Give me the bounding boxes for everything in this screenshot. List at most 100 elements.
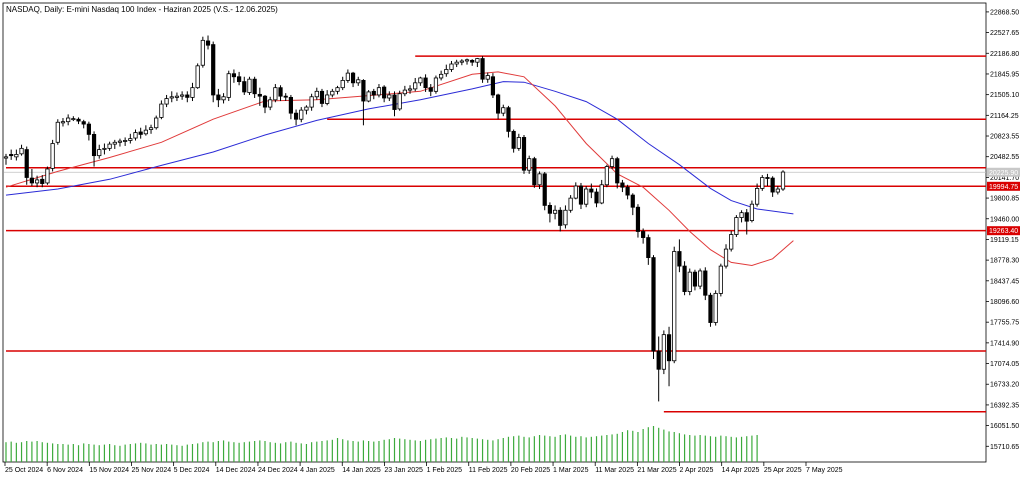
candle-bear (692, 271, 698, 287)
candle-bull (516, 137, 521, 149)
candle-bull (584, 188, 589, 205)
candle-bull (609, 158, 615, 167)
x-tick-label: 1 Mar 2025 (553, 467, 589, 474)
candle-bear (91, 134, 97, 157)
y-tick-label: 18778.30 (990, 258, 1019, 265)
candle-bull (718, 265, 723, 294)
candle-bear (708, 294, 713, 323)
y-tick-label: 19800.85 (990, 196, 1019, 203)
candle-bull (755, 188, 760, 205)
y-tick-label: 21164.25 (990, 113, 1019, 120)
candle-bear (765, 177, 770, 179)
candle-bull (128, 138, 133, 141)
candle-bull (19, 147, 24, 155)
x-tick-label: 2 Apr 2025 (680, 467, 714, 474)
candle-bull (299, 109, 304, 120)
x-tick-label: 11 Feb 2025 (469, 467, 508, 474)
candle-bear (185, 94, 190, 98)
y-tick-label: 22527.65 (990, 30, 1019, 37)
candle-bull (3, 156, 9, 159)
candle-bull (133, 132, 138, 139)
y-tick-label: 16392.35 (990, 402, 1019, 409)
candle-bear (361, 79, 366, 102)
candle-bull (464, 59, 470, 62)
x-tick-label: 20 Feb 2025 (511, 467, 550, 474)
candle-bear (257, 93, 262, 97)
candle-bear (651, 257, 656, 352)
y-tick-label: 16733.20 (990, 382, 1019, 389)
candle-bear (392, 94, 397, 110)
time-axis: 25 Oct 2024 6 Nov 2024 15 Nov 2024 25 Nov 2… (4, 462, 843, 474)
candle-bull (444, 69, 449, 75)
candle-bear (216, 94, 221, 101)
candle-bull (340, 79, 345, 89)
candle-bull (552, 209, 558, 214)
candle-bull (174, 95, 180, 98)
candle-bear (511, 130, 516, 149)
candle-bull (698, 270, 703, 287)
price-tags: 20225.90 19994.75 19263.40 (987, 167, 1020, 236)
candle-bull (45, 168, 50, 184)
y-tick-label: 18096.60 (990, 299, 1019, 306)
candle-bull (527, 158, 532, 171)
x-tick-label: 15 Nov 2024 (89, 467, 129, 474)
x-tick-label: 6 Nov 2024 (47, 467, 83, 474)
price-tag-box (987, 167, 1020, 177)
candle-bull (366, 91, 371, 102)
y-tick-label: 17414.90 (990, 340, 1019, 347)
candle-bull (34, 179, 40, 184)
candle-bull (112, 141, 117, 145)
candle-bear (81, 121, 86, 125)
candle-bull (102, 147, 107, 150)
y-tick-label: 15710.65 (990, 444, 1019, 451)
x-tick-label: 1 Feb 2025 (427, 467, 463, 474)
candle-bear (319, 90, 325, 104)
candle-bull (55, 121, 60, 143)
candle-bear (40, 178, 45, 184)
ma-fast-line (5, 71, 794, 267)
y-tick-label: 20141.70 (990, 175, 1019, 182)
candle-bear (521, 137, 527, 171)
candle-bull (729, 234, 734, 250)
candles (3, 35, 786, 402)
candle-bear (252, 78, 257, 95)
y-tick-label: 17755.75 (990, 320, 1019, 327)
candle-bear (231, 73, 237, 78)
candle-bear (262, 95, 268, 108)
candle-bull (475, 58, 480, 63)
candle-bear (350, 72, 356, 84)
candle-bull (60, 121, 66, 124)
candle-bull (599, 184, 604, 204)
candle-bear (506, 107, 511, 132)
candle-bear (635, 206, 641, 232)
candle-bear (589, 188, 594, 193)
candle-bull (66, 117, 71, 123)
candle-bear (29, 177, 35, 184)
candle-bull (117, 140, 123, 143)
y-tick-label: 17074.05 (990, 361, 1019, 368)
candle-bear (744, 212, 749, 222)
candle-bull (501, 107, 506, 114)
y-tick-label: 18437.45 (990, 278, 1019, 285)
chart-title: NASDAQ, Daily: E-mini Nasdaq 100 Index -… (6, 5, 278, 14)
candle-bull (713, 292, 718, 323)
candle-bear (615, 158, 620, 184)
horizontal-levels (4, 55, 986, 413)
candle-bear (288, 96, 294, 114)
candle-bull (148, 127, 154, 130)
x-tick-label: 14 Apr 2025 (722, 467, 760, 474)
candle-bear (236, 76, 242, 83)
candle-bear (76, 118, 81, 122)
candle-bull (439, 73, 444, 79)
candle-bull (14, 154, 19, 158)
candle-bull (335, 87, 340, 92)
y-tick-label: 21505.10 (990, 92, 1019, 99)
candle-bull (325, 94, 330, 104)
candle-bull (775, 188, 780, 193)
candle-bull (273, 87, 278, 101)
price-tag-label: 19994.75 (989, 184, 1018, 191)
candle-bull (407, 88, 413, 91)
candle-bull (537, 173, 542, 186)
candle-bull (107, 143, 112, 149)
candle-bear (594, 191, 599, 204)
